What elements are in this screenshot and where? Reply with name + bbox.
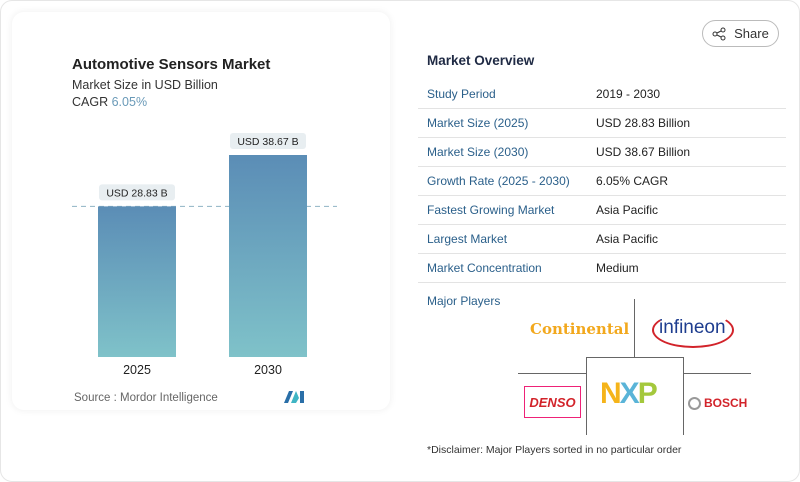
infineon-logo-swoosh (652, 312, 734, 348)
x-tick-label: 2030 (254, 363, 282, 377)
chart-subtitle: Market Size in USD Billion (72, 78, 218, 92)
cagr-label: CAGR (72, 95, 109, 109)
source: Source : Mordor Intelligence (74, 392, 218, 404)
nxp-logo: NXP (600, 377, 658, 410)
bar-chart: USD 28.83 B 2025 USD 38.67 B 2030 (72, 133, 337, 377)
row-label: Market Size (2030) (427, 145, 529, 159)
row-value: Medium (596, 261, 639, 275)
data-label: USD 28.83 B (106, 187, 167, 199)
share-button[interactable]: Share (702, 20, 779, 47)
bosch-logo: BOSCH (688, 396, 747, 410)
divider (518, 373, 586, 374)
major-players-label: Major Players (427, 294, 501, 308)
row-label: Study Period (427, 87, 496, 101)
row-label: Market Size (2025) (427, 116, 529, 130)
row-value: USD 28.83 Billion (596, 116, 691, 130)
row-value: Asia Pacific (596, 232, 659, 246)
mordor-logo-icon (284, 391, 304, 403)
overview-row: Study Period 2019 - 2030 (418, 80, 786, 109)
denso-logo: DENSO (524, 386, 581, 418)
bosch-text: BOSCH (704, 396, 748, 410)
continental-logo: Continental (530, 320, 630, 338)
data-label: USD 38.67 B (237, 136, 298, 148)
row-value: 6.05% CAGR (596, 174, 669, 188)
chart-title: Automotive Sensors Market (72, 56, 271, 73)
divider (683, 373, 751, 374)
cagr-value: 6.05% (111, 95, 148, 109)
disclaimer: *Disclaimer: Major Players sorted in no … (427, 444, 682, 456)
x-tick-label: 2025 (123, 363, 151, 377)
infineon-logo: Infineon (659, 317, 726, 338)
nxp-box (586, 357, 684, 435)
overview-row: Largest Market Asia Pacific (418, 225, 786, 254)
bar-2030 (229, 155, 307, 357)
row-value: 2019 - 2030 (596, 87, 661, 101)
overview-title: Market Overview (427, 53, 535, 68)
row-label: Largest Market (427, 232, 508, 246)
overview-row: Fastest Growing Market Asia Pacific (418, 196, 786, 225)
row-value: Asia Pacific (596, 203, 659, 217)
chart-card (12, 12, 390, 410)
row-label: Market Concentration (427, 261, 542, 275)
data-label-bg (230, 133, 306, 149)
row-label: Fastest Growing Market (427, 203, 555, 217)
divider (634, 299, 635, 357)
cagr: CAGR 6.05% (72, 95, 147, 109)
bosch-emblem-icon (688, 396, 701, 410)
row-value: USD 38.67 Billion (596, 145, 691, 159)
row-label: Growth Rate (2025 - 2030) (427, 174, 570, 188)
overview-row: Growth Rate (2025 - 2030) 6.05% CAGR (418, 167, 786, 196)
share-label: Share (734, 26, 769, 41)
overview-row: Market Concentration Medium (418, 254, 786, 283)
overview-row: Market Size (2025) USD 28.83 Billion (418, 109, 786, 138)
overview-row: Market Size (2030) USD 38.67 Billion (418, 138, 786, 167)
share-icon (712, 27, 726, 40)
bar-2025 (98, 206, 176, 357)
data-label-bg (99, 184, 175, 201)
